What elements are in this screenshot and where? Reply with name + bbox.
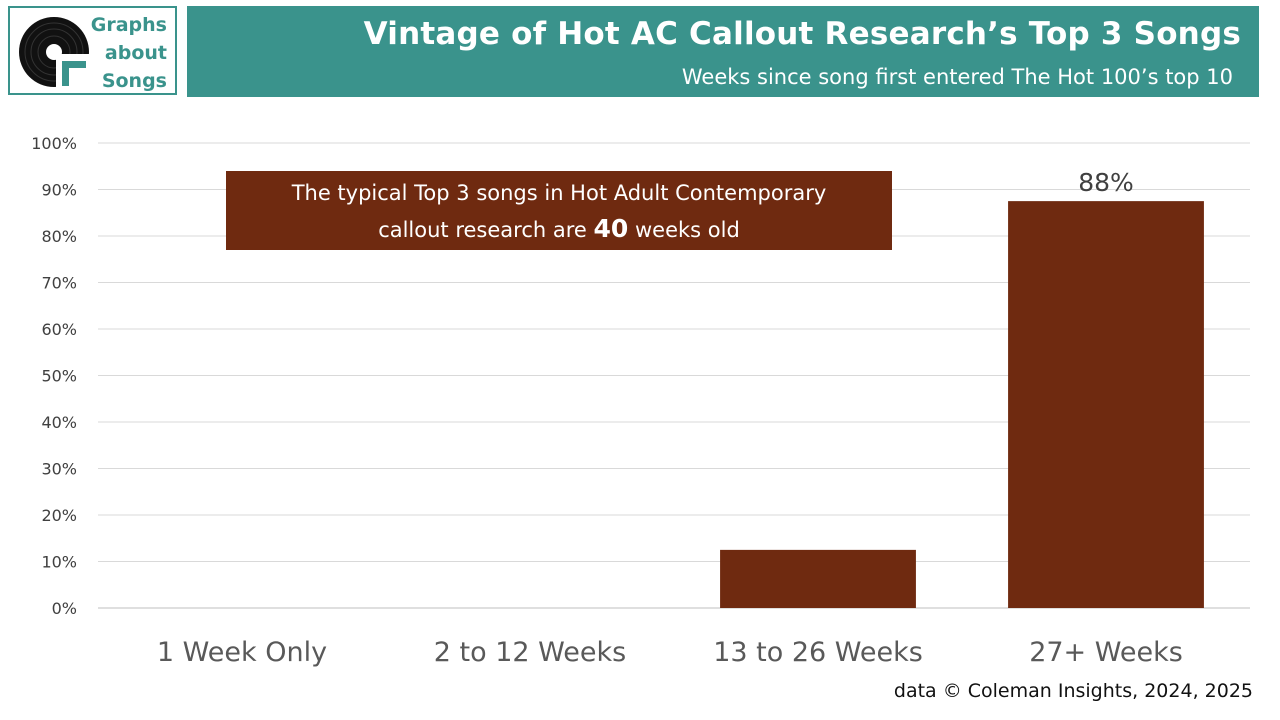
- y-tick-label: 90%: [41, 181, 77, 200]
- bar: [1008, 201, 1204, 608]
- y-tick-label: 20%: [41, 506, 77, 525]
- x-tick-label: 13 to 26 Weeks: [713, 637, 923, 668]
- x-tick-label: 1 Week Only: [157, 637, 327, 668]
- y-tick-label: 70%: [41, 274, 77, 293]
- y-tick-label: 10%: [41, 553, 77, 572]
- callout-line-2: callout research are 40 weeks old: [226, 211, 892, 248]
- y-tick-label: 0%: [52, 599, 77, 618]
- data-label: 88%: [1078, 168, 1134, 197]
- chart-subtitle: Weeks since song first entered The Hot 1…: [681, 65, 1233, 89]
- y-tick-label: 60%: [41, 320, 77, 339]
- callout-line-2-pre: callout research are: [378, 218, 587, 242]
- y-tick-label: 50%: [41, 367, 77, 386]
- bar: [720, 549, 916, 608]
- chart-title: Vintage of Hot AC Callout Research’s Top…: [363, 16, 1241, 52]
- y-tick-label: 30%: [41, 460, 77, 479]
- callout-weeks-number: 40: [593, 214, 629, 243]
- x-tick-label: 27+ Weeks: [1029, 637, 1183, 668]
- logo-line-2: about: [104, 42, 167, 64]
- logo: Graphs about Songs: [8, 6, 177, 95]
- logo-line-3: Songs: [101, 70, 167, 92]
- y-tick-label: 40%: [41, 413, 77, 432]
- callout-line-1: The typical Top 3 songs in Hot Adult Con…: [291, 181, 827, 205]
- y-tick-label: 100%: [31, 134, 77, 153]
- callout-line-2-post: weeks old: [635, 218, 740, 242]
- logo-line-1: Graphs: [90, 14, 167, 36]
- source-note: data © Coleman Insights, 2024, 2025: [893, 680, 1253, 702]
- chart-header: Vintage of Hot AC Callout Research’s Top…: [187, 6, 1259, 97]
- logo-text: Graphs about Songs: [91, 11, 167, 95]
- vinyl-record-icon: [19, 17, 92, 90]
- callout-box: The typical Top 3 songs in Hot Adult Con…: [226, 171, 892, 250]
- x-tick-label: 2 to 12 Weeks: [434, 637, 626, 668]
- y-tick-label: 80%: [41, 227, 77, 246]
